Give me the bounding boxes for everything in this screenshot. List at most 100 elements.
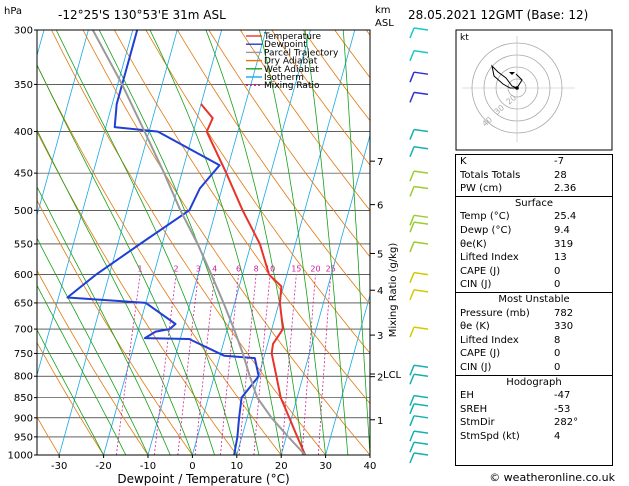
wind-barb-shaft [413,71,429,75]
unstable-row: θe (K) 330 [456,320,612,334]
unstable-label: CAPE (J) [460,348,501,360]
index-label: PW (cm) [460,183,503,195]
mixing-ratio-line [115,274,141,455]
wind-barb-flag [409,50,415,62]
wind-barb-shaft [413,373,429,377]
unstable-label: θe (K) [460,321,490,333]
unstable-row: Lifted Index 8 [456,334,612,348]
footer-credit: © weatheronline.co.uk [489,471,615,484]
index-value: 2.36 [554,183,577,195]
legend-entry: Dewpoint [264,40,307,50]
x-axis-label: Dewpoint / Temperature (°C) [117,472,289,486]
km-label: km [375,5,391,16]
pressure-tick-label: 550 [14,239,33,250]
wet-adiabat [98,30,260,455]
axes: 3003504004505005506006507007508008509009… [8,26,377,486]
wet-adiabat [258,30,326,455]
wind-barb-shaft [413,364,429,369]
wind-barb-flag [409,221,415,233]
isotherm [37,30,89,217]
unstable-value: 782 [554,307,574,319]
wind-barb-shaft [413,430,429,434]
unstable-value: 8 [554,334,561,346]
mixing-ratio-label: 20 [310,265,320,274]
mixing-ratio-label: 25 [326,265,336,274]
legend-entry: Mixing Ratio [264,81,320,91]
surface-row: CAPE (J) 0 [456,265,612,279]
wind-barb-flag [409,71,415,83]
hodo-value: 282° [554,417,579,429]
temperature-tick-label: 0 [189,461,195,472]
surface-value: 0 [554,265,561,277]
unstable-row: CIN (J) 0 [456,361,612,375]
temperature-tick-label: -30 [51,461,67,472]
most-unstable-heading: Most Unstable [456,291,612,307]
isotherm [280,133,370,455]
wind-barb-shaft [413,441,429,445]
hodo-value: -47 [554,390,571,402]
hodo-row: EH -47 [456,389,612,403]
wind-barb-shaft [413,214,429,219]
hodograph: kt 20 30 40 [455,29,613,151]
wind-barb-flag [409,92,415,103]
mixing-ratio-line [153,274,177,455]
wind-barb-shaft [413,185,429,190]
index-label: K [460,156,467,167]
wind-barb-flag [409,326,415,338]
hodo-label: SREH [460,403,488,415]
unstable-label: CIN (J) [460,361,492,373]
lcl-label: LCL [383,370,402,381]
mixing-ratio-line [318,274,332,455]
wet-adiabat [149,30,282,455]
surface-value: 0 [554,279,561,291]
surface-value: 25.4 [554,211,577,223]
dry-adiabat [618,30,629,455]
temperature-tick-label: 40 [364,461,377,472]
hodo-label: EH [460,390,474,402]
isotherm [192,30,311,455]
hodograph-trace [491,64,518,89]
wind-barb-shaft [413,415,429,419]
hodograph-kt-label: kt [460,33,469,43]
surface-label: θe(K) [460,238,487,250]
mixing-ratio-line [194,274,216,455]
isotherm [58,30,178,455]
dry-adiabat [82,30,370,455]
wind-barb-flag [409,27,415,39]
dry-adiabat [177,30,370,306]
surface-heading: Surface [456,195,612,211]
legend-entry: Isotherm [264,73,304,83]
mixing-ratio-line [220,274,239,455]
hodo-label: StmSpd (kt) [460,430,520,442]
surface-label: Temp (°C) [460,211,510,223]
pressure-tick-label: 1000 [8,451,33,462]
hodograph-heading: Hodograph [456,374,612,390]
surface-row: CIN (J) 0 [456,278,612,292]
unstable-value: 330 [554,321,574,333]
hodo-value: 4 [554,430,561,442]
surface-row: Dewp (°C) 9.4 [456,224,612,238]
wind-barbs [409,27,429,464]
wind-barb-shaft [413,271,429,276]
pressure-tick-label: 900 [14,413,33,424]
wind-barb-shaft [413,326,429,330]
km-ticks: 7 6 5 4 3 2 1 LCL [370,157,402,427]
pressure-tick-label: 700 [14,325,33,336]
mixing-ratio-label: 4 [212,265,217,274]
unstable-label: Lifted Index [460,334,519,346]
mixing-ratio-label: 6 [236,265,241,274]
index-row: K -7 [456,155,612,169]
wet-adiabat [37,128,193,455]
surface-label: Dewp (°C) [460,224,512,236]
hodo-value: -53 [554,403,571,415]
dry-adiabat [37,199,193,455]
wind-barb-flag [409,170,415,182]
km-tick-label: 1 [377,416,383,427]
legend-entry: Wet Adiabat [264,65,319,75]
dry-adiabat [37,269,149,455]
mixing-ratio-line [238,274,257,455]
date-title: 28.05.2021 12GMT (Base: 12) [408,8,588,22]
wind-barb-flag [409,430,415,442]
dry-adiabat [239,30,370,211]
